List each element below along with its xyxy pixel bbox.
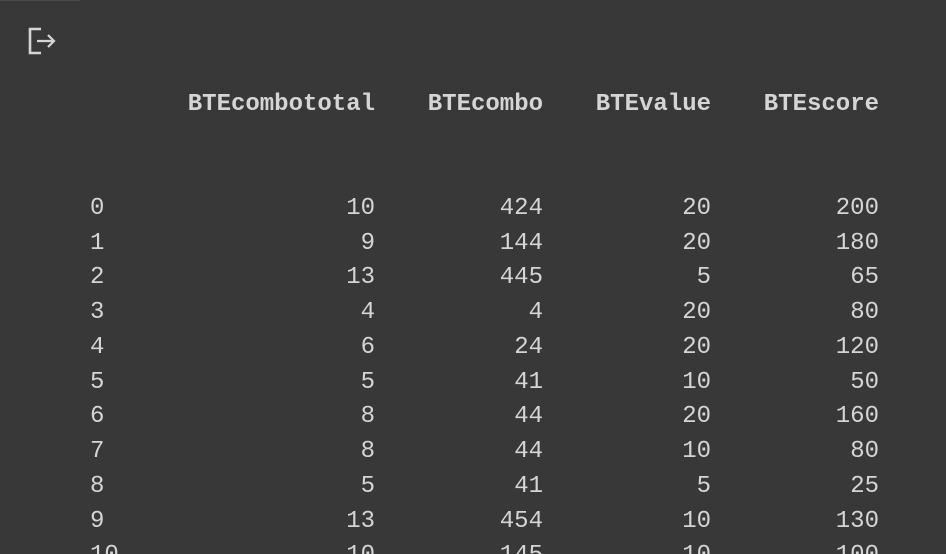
btevalue-cell: 5 xyxy=(696,264,711,292)
btecombototal-cell: 8 xyxy=(360,438,375,465)
btevalue-cell: 10 xyxy=(682,507,711,535)
column-header-btecombo: BTEcombo xyxy=(427,90,543,118)
table-row: 2 13 445 5 65 xyxy=(0,261,879,296)
btescore-cell: 25 xyxy=(850,472,879,500)
btecombototal-cell: 8 xyxy=(360,403,375,431)
btecombo-cell: 145 xyxy=(375,539,543,554)
btecombo-cell: 41 xyxy=(514,368,543,396)
output-redirect-icon[interactable] xyxy=(27,26,61,56)
btescore-cell: 50 xyxy=(850,368,879,396)
table-row: 4 6 24 20 120 xyxy=(0,331,879,366)
btescore-cell: 80 xyxy=(850,438,879,465)
btescore-cell: 65 xyxy=(850,264,879,292)
row-index: 10 xyxy=(90,539,150,554)
btecombo-cell: 24 xyxy=(514,333,543,361)
table-row: 6 8 44 20 160 xyxy=(0,400,879,435)
btevalue-cell: 20 xyxy=(682,403,711,431)
row-index: 2 xyxy=(90,264,105,292)
btecombo-cell: 445 xyxy=(499,264,543,292)
table-row: 101014510100 xyxy=(0,539,879,554)
row-index: 4 xyxy=(90,333,105,361)
btecombototal-cell: 5 xyxy=(360,368,375,396)
btescore-cell: 130 xyxy=(835,507,879,535)
btecombo-cell: 4 xyxy=(528,299,543,326)
row-index: 7 xyxy=(90,438,105,465)
btevalue-cell: 20 xyxy=(682,194,711,222)
row-index: 5 xyxy=(90,368,105,396)
btecombototal-cell: 13 xyxy=(346,507,375,535)
row-index: 1 xyxy=(90,229,105,257)
table-row: 0 10 424 20 200 xyxy=(0,192,879,227)
btevalue-cell: 10 xyxy=(682,438,711,465)
btecombo-cell: 424 xyxy=(499,194,543,222)
cell-divider xyxy=(0,0,80,1)
btescore-cell: 80 xyxy=(850,299,879,326)
btevalue-cell: 10 xyxy=(682,368,711,396)
btecombototal-cell: 4 xyxy=(360,299,375,326)
table-header-row: BTEcombototal BTEcombo BTEvalue BTEscore xyxy=(0,88,879,123)
table-body: 0 10 424 20 200 1 9 144 20 180 2 13 445 5 65 3 4 4 20 80 4 6 2… xyxy=(0,192,879,554)
row-index: 9 xyxy=(90,507,105,535)
table-row: 7 8 44 10 80 xyxy=(0,435,879,470)
btevalue-cell: 5 xyxy=(696,472,711,500)
btescore-cell: 200 xyxy=(835,194,879,222)
btecombototal-cell: 6 xyxy=(360,333,375,361)
btecombo-cell: 44 xyxy=(514,403,543,431)
column-header-btecombototal: BTEcombototal xyxy=(187,90,375,118)
btevalue-cell: 10 xyxy=(543,539,711,554)
table-row: 3 4 4 20 80 xyxy=(0,296,879,331)
btecombototal-cell: 13 xyxy=(346,264,375,292)
row-index: 6 xyxy=(90,403,105,431)
btescore-cell: 180 xyxy=(835,229,879,257)
row-index: 0 xyxy=(90,194,105,222)
btecombo-cell: 454 xyxy=(499,507,543,535)
btecombototal-cell: 10 xyxy=(150,539,375,554)
table-row: 1 9 144 20 180 xyxy=(0,227,879,262)
btescore-cell: 120 xyxy=(835,333,879,361)
btevalue-cell: 20 xyxy=(682,333,711,361)
row-index: 8 xyxy=(90,472,105,500)
dataframe-output: BTEcombototal BTEcombo BTEvalue BTEscore… xyxy=(0,18,879,554)
table-row: 9 13 454 10 130 xyxy=(0,505,879,540)
column-header-btescore: BTEscore xyxy=(763,90,879,118)
row-index: 3 xyxy=(90,299,105,326)
btecombototal-cell: 10 xyxy=(346,194,375,222)
column-header-btevalue: BTEvalue xyxy=(595,90,711,118)
btecombo-cell: 41 xyxy=(514,472,543,500)
btecombo-cell: 144 xyxy=(499,229,543,257)
btevalue-cell: 20 xyxy=(682,299,711,326)
btecombototal-cell: 5 xyxy=(360,472,375,500)
table-row: 8 5 41 5 25 xyxy=(0,470,879,505)
btescore-cell: 100 xyxy=(711,539,879,554)
btevalue-cell: 20 xyxy=(682,229,711,257)
btecombo-cell: 44 xyxy=(514,438,543,465)
btecombototal-cell: 9 xyxy=(360,229,375,257)
btescore-cell: 160 xyxy=(835,403,879,431)
table-row: 5 5 41 10 50 xyxy=(0,366,879,401)
